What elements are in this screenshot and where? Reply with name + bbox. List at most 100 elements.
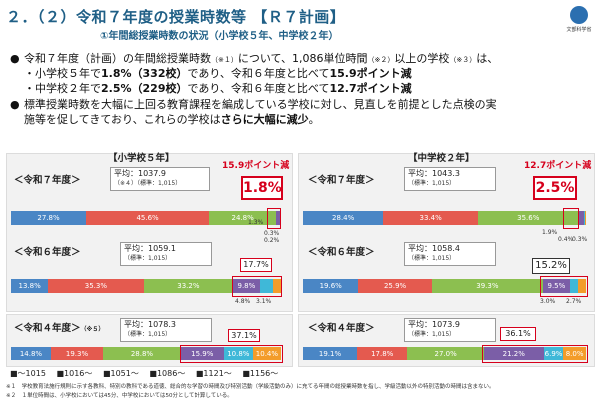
small-label: 3.1% [256, 298, 272, 305]
legend-item: ■1016〜 [56, 369, 93, 378]
segment-1051: 39.3% [431, 279, 543, 293]
legend-item: ■1086〜 [149, 369, 186, 378]
elementary-decrease: 15.9ポイント減 [222, 161, 290, 171]
junior-r6-highlight: 15.2% [532, 258, 570, 274]
segment-upto-1015: 28.4% [303, 211, 384, 225]
elementary-r6-highlight: 17.7% [240, 258, 272, 272]
small-label: 4.8% [235, 298, 251, 305]
junior-heading: 【中学校２年】 [408, 153, 475, 164]
segment-1086: 9.8% [233, 279, 260, 293]
logo-mark-icon [570, 6, 588, 24]
legend-item: ■1121〜 [195, 369, 232, 378]
bullet-icon: ● [10, 52, 20, 65]
junior-r6-average: 平均：1058.4 （標準：1,015） [404, 242, 496, 266]
segment-1121 [259, 279, 273, 293]
junior-r4-average: 平均：1073.9 （標準：1,015） [404, 318, 496, 342]
junior-r4-bar: 19.1% 17.8% 27.0% 21.2% 6.9% 8.0% [303, 347, 586, 360]
legend: ■〜1015 ■1016〜 ■1051〜 ■1086〜 ■1121〜 ■1156… [10, 368, 286, 379]
legend-item: ■1156〜 [242, 369, 279, 378]
footnote-1: ※１ 学校教育法施行規則に示す各教科、特別の教科である道徳、総合的な学習の時間及… [6, 384, 495, 390]
bullet-2-line-1: 標準授業時数を大幅に上回る教育課程を編成している学校に対し、見直しを前提とした点… [24, 98, 497, 111]
segment-1016: 33.4% [383, 211, 478, 225]
elementary-r6-highlight-frame [232, 276, 282, 297]
elementary-r4-average: 平均：1078.3 （標準：1,015） [120, 318, 212, 342]
elementary-r7-average: 平均：1037.9 （※４）（標準：1,015） [110, 167, 210, 191]
junior-r4-label: ＜令和４年度＞ [308, 323, 375, 334]
small-label: 2.7% [566, 298, 582, 305]
segment-upto-1015: 13.8% [11, 279, 49, 293]
segment-1016: 35.3% [48, 279, 144, 293]
small-label: 1.9% [542, 229, 558, 236]
segment-1086: 15.9% [180, 347, 224, 360]
small-label: 1.3% [248, 219, 264, 226]
junior-r7-highlight: 2.5% [533, 176, 577, 200]
segment-1086: 9.5% [542, 279, 570, 293]
segment-upto-1015: 19.6% [303, 279, 359, 293]
junior-r7-label: ＜令和７年度＞ [308, 175, 375, 186]
small-label: 0.3% [572, 236, 588, 243]
elementary-r7-label: ＜令和７年度＞ [14, 175, 81, 186]
segment-1051: 35.6% [477, 211, 579, 225]
small-label: 0.2% [264, 237, 280, 244]
segment-1051: 33.2% [143, 279, 234, 293]
junior-r6-bar: 19.6% 25.9% 39.3% 9.5% [303, 279, 586, 293]
segment-1016: 25.9% [358, 279, 432, 293]
segment-1086 [276, 211, 280, 225]
segment-1121: 10.8% [223, 347, 253, 360]
junior-r6-highlight-frame [540, 276, 588, 297]
junior-r4-highlight: 36.1% [500, 327, 536, 341]
page-subtitle: ①年間総授業時数の状況（小学校５年、中学校２年） [100, 31, 339, 42]
junior-r7-bar: 28.4% 33.4% 35.6% [303, 211, 586, 225]
legend-item: ■1051〜 [102, 369, 139, 378]
small-label: 0.4% [558, 236, 574, 243]
segment-1086 [578, 211, 584, 225]
segment-upto-1015: 19.1% [303, 347, 358, 360]
ministry-logo: 文部科学省 [566, 6, 592, 42]
legend-item: ■〜1015 [10, 369, 46, 378]
elementary-r4-highlight-frame [180, 345, 283, 363]
summary-bullets: ● 令和７年度（計画）の年間総授業時数（※１）について、1,086単位時間（※２… [10, 46, 596, 146]
segment-1156 [585, 211, 586, 225]
segment-1086: 21.2% [483, 347, 544, 360]
elementary-r4-highlight: 37.1% [228, 329, 260, 342]
junior-r7-average: 平均：1043.3 （標準：1,015） [404, 167, 496, 191]
segment-1016: 19.3% [50, 347, 104, 360]
segment-1121: 6.9% [543, 347, 564, 360]
segment-1051: 24.8% [209, 211, 277, 225]
elementary-r4-bar: 14.8% 19.3% 28.8% 15.9% 10.8% 10.4% [11, 347, 281, 360]
bullet-icon: ● [10, 98, 20, 111]
segment-1051: 27.0% [407, 347, 484, 360]
bullet-1-sub-junior: ・中学校２年で2.5%（229校）であり、令和６年度と比べて12.7ポイント減 [24, 82, 412, 95]
segment-1156 [272, 279, 281, 293]
junior-r7-highlight-frame [563, 208, 579, 229]
bullet-1: 令和７年度（計画）の年間総授業時数（※１）について、1,086単位時間（※２）以… [24, 52, 499, 65]
segment-1121 [583, 211, 586, 225]
junior-r6-label: ＜令和６年度＞ [308, 247, 375, 258]
segment-1121 [569, 279, 579, 293]
small-label: 3.0% [540, 298, 556, 305]
elementary-r6-bar: 13.8% 35.3% 33.2% 9.8% [11, 279, 281, 293]
elementary-r7-highlight: 1.8% [241, 176, 283, 200]
small-label: 0.3% [264, 230, 280, 237]
page-title: ２．（２）令和７年度の授業時数等 【Ｒ７計画】 [6, 8, 346, 26]
logo-label: 文部科学省 [566, 27, 592, 33]
elementary-heading: 【小学校５年】 [108, 153, 175, 164]
bullet-1-sub-elementary: ・小学校５年で1.8%（332校）であり、令和６年度と比べて15.9ポイント減 [24, 67, 412, 80]
bullet-2-line-2: 施等を促してきており、これらの学校はさらに大幅に減少。 [24, 113, 320, 126]
segment-1156: 10.4% [252, 347, 281, 360]
segment-1051: 28.8% [103, 347, 181, 360]
segment-upto-1015: 14.8% [11, 347, 51, 360]
elementary-r7-highlight-frame [267, 208, 281, 229]
elementary-r7-bar: 27.8% 45.6% 24.8% [11, 211, 281, 225]
elementary-r4-label: ＜令和４年度＞（※５） [14, 323, 105, 334]
elementary-r6-average: 平均：1059.1 （標準：1,015） [120, 242, 212, 266]
segment-1016: 45.6% [86, 211, 210, 225]
segment-1016: 17.8% [357, 347, 408, 360]
segment-upto-1015: 27.8% [11, 211, 87, 225]
footnote-2: ※２ １単位時間は、小学校においては45分、中学校においては50分として計算して… [6, 393, 233, 399]
segment-1156 [578, 279, 586, 293]
junior-r4-highlight-frame [482, 345, 588, 363]
junior-decrease: 12.7ポイント減 [524, 161, 592, 171]
elementary-r6-label: ＜令和６年度＞ [14, 247, 81, 258]
segment-1156: 8.0% [563, 347, 586, 360]
